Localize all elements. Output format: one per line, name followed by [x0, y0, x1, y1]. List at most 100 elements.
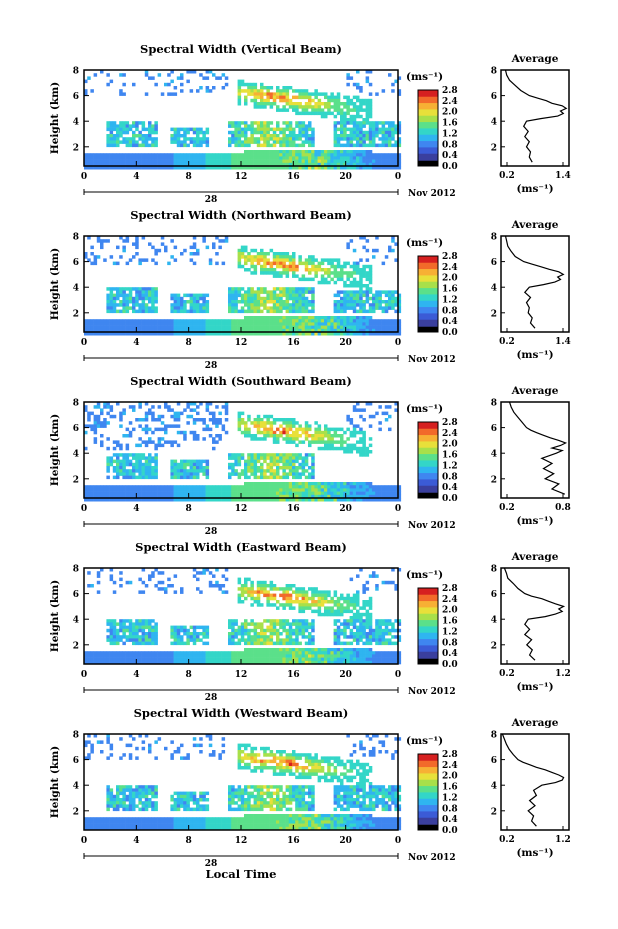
heatmap-cell	[333, 332, 338, 336]
heatmap-cell	[272, 622, 277, 626]
heatmap-cell	[192, 635, 197, 639]
heatmap-cell	[368, 70, 373, 74]
heatmap-cell	[244, 159, 248, 164]
heatmap-cell	[125, 491, 130, 496]
heatmap-cell	[180, 459, 184, 464]
heatmap-cell	[394, 328, 398, 333]
heatmap-cell	[212, 414, 216, 419]
heatmap-cell	[122, 140, 126, 144]
heatmap-cell	[266, 466, 270, 470]
heatmap-cell	[119, 166, 123, 170]
heatmap-cell	[122, 453, 126, 457]
heatmap-cell	[84, 319, 88, 323]
heatmap-cell	[282, 134, 286, 138]
heatmap-cell	[202, 472, 206, 476]
heatmap-cell	[103, 488, 107, 492]
heatmap-cell	[202, 632, 206, 636]
heatmap-cell	[234, 654, 238, 658]
heatmap-cell	[362, 271, 366, 275]
heatmap-cell	[288, 309, 293, 314]
heatmap-cell	[247, 150, 251, 154]
heatmap-cell	[336, 153, 341, 157]
heatmap-cell	[103, 319, 107, 323]
heatmap-cell	[250, 638, 254, 642]
heatmap-cell	[199, 491, 203, 496]
heatmap-cell	[205, 86, 210, 90]
heatmap-cell	[247, 300, 251, 304]
heatmap-cell	[116, 635, 120, 639]
heatmap-cell	[362, 319, 366, 323]
heatmap-cell	[173, 494, 178, 499]
heatmap-cell	[301, 111, 306, 116]
heatmap-cell	[119, 287, 123, 291]
heatmap-cell	[244, 584, 248, 588]
x-tick-label: 20	[339, 172, 352, 182]
heatmap-cell	[375, 319, 379, 323]
heatmap-cell	[237, 248, 242, 253]
heatmap-cell	[285, 456, 290, 460]
heatmap-cell	[167, 325, 171, 330]
heatmap-cell	[183, 325, 187, 330]
heatmap-cell	[343, 482, 347, 486]
heatmap-cell	[272, 134, 277, 138]
heatmap-cell	[234, 632, 238, 636]
heatmap-cell	[378, 303, 382, 307]
heatmap-cell	[317, 424, 322, 428]
heatmap-cell	[228, 140, 232, 144]
heatmap-cell	[244, 316, 248, 320]
heatmap-cell	[298, 127, 302, 132]
heatmap-cell	[269, 453, 274, 457]
heatmap-cell	[119, 156, 123, 160]
heatmap-cell	[352, 405, 357, 409]
heatmap-cell	[256, 485, 261, 489]
heatmap-cell	[391, 143, 395, 148]
heatmap-cell	[237, 255, 242, 259]
heatmap-cell	[365, 264, 370, 269]
heatmap-cell	[148, 491, 152, 496]
heatmap-cell	[260, 92, 264, 96]
heatmap-cell	[304, 261, 309, 266]
heatmap-cell	[308, 124, 312, 128]
heatmap-cell	[189, 303, 194, 307]
heatmap-cell	[282, 166, 286, 170]
heatmap-cell	[253, 316, 258, 320]
heatmap-cell	[247, 475, 251, 480]
heatmap-cell	[308, 137, 312, 141]
heatmap-cell	[237, 86, 242, 90]
heatmap-cell	[253, 596, 258, 601]
heatmap-cell	[106, 459, 110, 464]
heatmap-cell	[128, 140, 133, 144]
heatmap-cell	[250, 89, 254, 93]
heatmap-cell	[231, 166, 235, 170]
heatmap-cell	[282, 657, 286, 662]
heatmap-cell	[154, 293, 158, 298]
heatmap-cell	[327, 446, 331, 451]
heatmap-cell	[119, 635, 123, 639]
heatmap-cell	[391, 306, 395, 310]
heatmap-cell	[346, 156, 350, 160]
heatmap-cell	[333, 130, 338, 135]
heatmap-cell	[122, 322, 126, 326]
heatmap-cell	[106, 456, 110, 460]
heatmap-cell	[330, 434, 334, 438]
heatmap-cell	[381, 159, 386, 164]
heatmap-cell	[96, 488, 101, 492]
heatmap-cell	[253, 92, 258, 96]
heatmap-cell	[388, 322, 392, 326]
heatmap-cell	[247, 418, 251, 422]
heatmap-cell	[173, 590, 178, 594]
heatmap-cell	[125, 296, 130, 301]
heatmap-cell	[189, 660, 194, 665]
heatmap-cell	[375, 488, 379, 492]
heatmap-cell	[116, 134, 120, 138]
heatmap-cell	[192, 245, 197, 250]
heatmap-cell	[295, 491, 299, 496]
heatmap-cell	[170, 325, 174, 330]
heatmap-cell	[202, 491, 206, 496]
heatmap-cell	[244, 427, 248, 432]
heatmap-cell	[180, 641, 184, 646]
heatmap-cell	[231, 332, 235, 336]
heatmap-cell	[215, 261, 219, 266]
heatmap-cell	[228, 660, 232, 665]
heatmap-cell	[93, 73, 98, 77]
